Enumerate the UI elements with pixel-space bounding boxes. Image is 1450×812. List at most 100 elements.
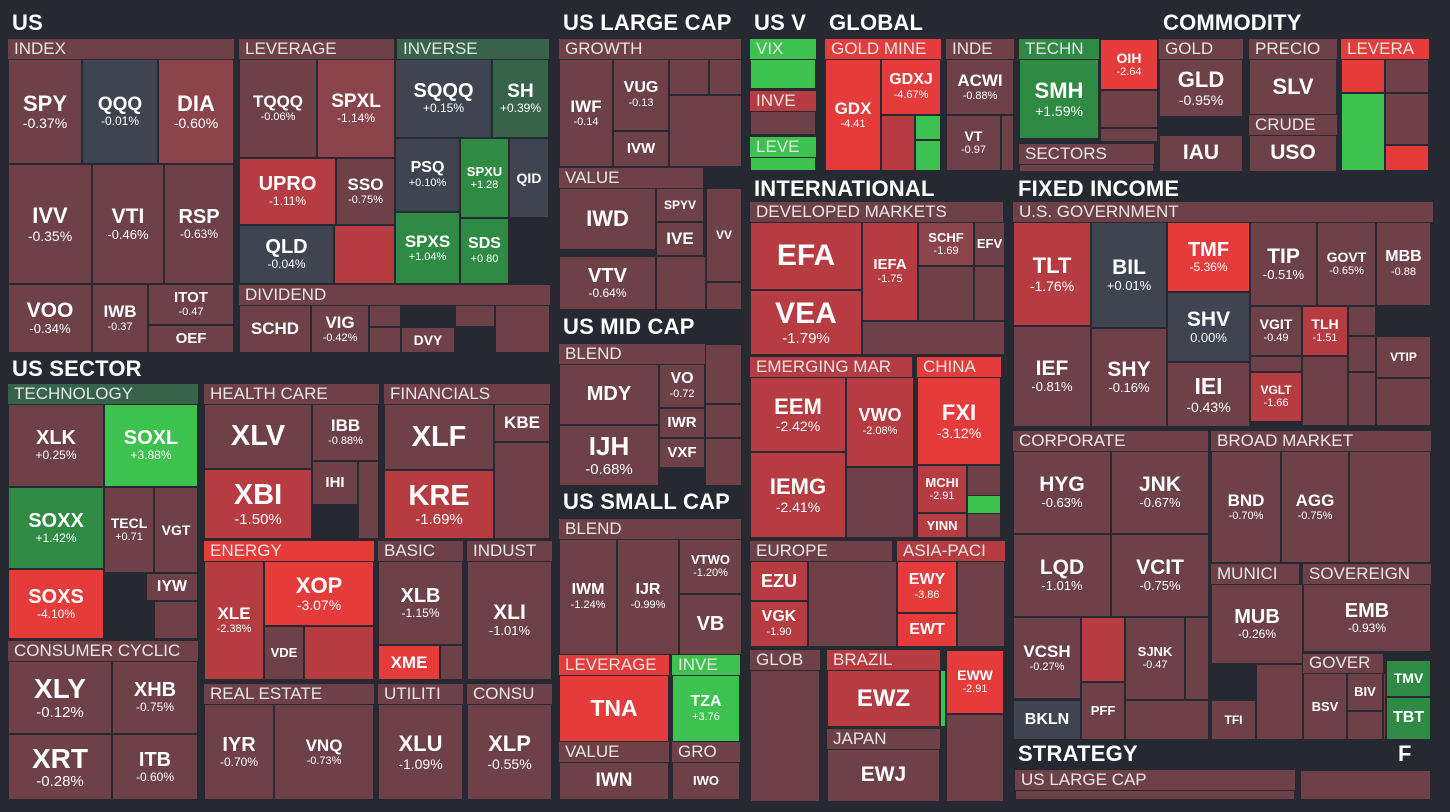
ticker-tile-vgt[interactable]: VGT [154, 487, 198, 573]
ticker-tile-sjnk[interactable]: SJNK -0.47 [1125, 617, 1185, 700]
minor-ticker-tile[interactable] [669, 95, 742, 167]
minor-ticker-tile[interactable] [1125, 700, 1209, 740]
ticker-tile-mbb[interactable]: MBB -0.88 [1376, 222, 1431, 306]
ticker-tile-kbe[interactable]: KBE [494, 404, 550, 442]
ticker-tile-uso[interactable]: USO [1249, 135, 1337, 172]
ticker-tile-tecl[interactable]: TECL +0.71 [104, 487, 154, 573]
minor-ticker-tile[interactable] [808, 561, 897, 647]
minor-ticker-tile[interactable] [494, 442, 550, 539]
ticker-tile-emb[interactable]: EMB -0.93% [1303, 584, 1431, 652]
ticker-tile-xlk[interactable]: XLK +0.25% [8, 404, 104, 487]
ticker-tile-tbt[interactable]: TBT [1386, 697, 1431, 740]
minor-ticker-tile[interactable] [1385, 59, 1429, 93]
minor-ticker-tile[interactable] [1385, 93, 1429, 145]
ticker-tile-slv[interactable]: SLV [1249, 59, 1337, 115]
ticker-tile-iwm[interactable]: IWM -1.24% [559, 539, 617, 655]
minor-ticker-tile[interactable] [1185, 617, 1209, 700]
minor-ticker-tile[interactable] [918, 266, 974, 321]
ticker-tile-sh[interactable]: SH +0.39% [492, 59, 549, 138]
ticker-tile-spy[interactable]: SPY -0.37% [8, 59, 82, 164]
ticker-tile-soxs[interactable]: SOXS -4.10% [8, 569, 104, 639]
minor-ticker-tile[interactable] [495, 305, 550, 353]
ticker-tile-jnk[interactable]: JNK -0.67% [1111, 451, 1209, 534]
ticker-tile-ezu[interactable]: EZU [750, 561, 808, 601]
minor-ticker-tile[interactable] [881, 115, 915, 171]
ticker-tile-bkln[interactable]: BKLN [1013, 700, 1081, 740]
ticker-tile-vo[interactable]: VO -0.72 [659, 364, 705, 408]
minor-ticker-tile[interactable] [1019, 164, 1154, 172]
ticker-tile-schd[interactable]: SCHD [239, 305, 311, 353]
minor-ticker-tile[interactable] [440, 645, 463, 680]
minor-ticker-tile[interactable] [706, 282, 742, 310]
minor-ticker-tile[interactable] [1376, 378, 1431, 426]
ticker-tile-vug[interactable]: VUG -0.13 [613, 59, 669, 131]
minor-ticker-tile[interactable] [1348, 372, 1376, 426]
ticker-tile-spxs[interactable]: SPXS +1.04% [395, 212, 460, 284]
minor-ticker-tile[interactable] [358, 461, 379, 539]
minor-ticker-tile[interactable] [1347, 711, 1383, 740]
minor-ticker-tile[interactable] [974, 266, 1005, 321]
ticker-tile-tmf[interactable]: TMF -5.36% [1167, 222, 1250, 292]
ticker-tile-iwd[interactable]: IWD [559, 188, 656, 250]
ticker-tile-vb[interactable]: VB [679, 594, 742, 655]
minor-ticker-tile[interactable] [846, 467, 914, 538]
ticker-tile-vgk[interactable]: VGK -1.90 [750, 601, 808, 647]
minor-ticker-tile[interactable] [1001, 115, 1014, 171]
ticker-tile-agg[interactable]: AGG -0.75% [1281, 451, 1349, 563]
ticker-tile-smh[interactable]: SMH +1.59% [1019, 59, 1099, 139]
ticker-tile-iyr[interactable]: IYR -0.70% [204, 704, 274, 800]
ticker-tile-efv[interactable]: EFV [974, 222, 1005, 266]
minor-ticker-tile[interactable] [334, 225, 395, 284]
minor-ticker-tile[interactable] [750, 111, 816, 135]
minor-ticker-tile[interactable] [656, 256, 706, 310]
ticker-tile-vt[interactable]: VT -0.97 [946, 115, 1001, 171]
ticker-tile-qid[interactable]: QID [509, 138, 549, 218]
ticker-tile-vnq[interactable]: VNQ -0.73% [274, 704, 374, 800]
ticker-tile-ewt[interactable]: EWT [897, 613, 957, 647]
ticker-tile-xlb[interactable]: XLB -1.15% [378, 561, 463, 645]
minor-ticker-tile[interactable] [304, 626, 374, 680]
ticker-tile-oih[interactable]: OIH -2.64 [1100, 39, 1158, 90]
ticker-tile-ewj[interactable]: EWJ [827, 749, 940, 802]
ticker-tile-soxx[interactable]: SOXX +1.42% [8, 487, 104, 569]
ticker-tile-dia[interactable]: DIA -0.60% [158, 59, 234, 164]
ticker-tile-vtwo[interactable]: VTWO -1.20% [679, 539, 742, 594]
ticker-tile-psq[interactable]: PSQ +0.10% [395, 138, 460, 212]
ticker-tile-yinn[interactable]: YINN [917, 513, 967, 538]
ticker-tile-vcsh[interactable]: VCSH -0.27% [1013, 617, 1081, 699]
ticker-tile-xrt[interactable]: XRT -0.28% [8, 734, 112, 800]
ticker-tile-xlp[interactable]: XLP -0.55% [467, 704, 552, 800]
ticker-tile-vig[interactable]: VIG -0.42% [311, 305, 369, 353]
ticker-tile-iwr[interactable]: IWR [659, 408, 705, 438]
ticker-tile-itb[interactable]: ITB -0.60% [112, 734, 198, 800]
ticker-tile-xle[interactable]: XLE -2.38% [204, 561, 264, 680]
minor-ticker-tile[interactable] [1250, 356, 1302, 372]
ticker-tile-sso[interactable]: SSO -0.75% [336, 158, 395, 225]
minor-ticker-tile[interactable] [455, 305, 495, 327]
ticker-tile-lqd[interactable]: LQD -1.01% [1013, 534, 1111, 617]
ticker-tile-vtv[interactable]: VTV -0.64% [559, 256, 656, 310]
ticker-tile-vgit[interactable]: VGIT -0.49 [1250, 306, 1302, 356]
ticker-tile-iyw[interactable]: IYW [146, 573, 198, 601]
ticker-tile-xhb[interactable]: XHB -0.75% [112, 661, 198, 734]
ticker-tile-iwn[interactable]: IWN [559, 762, 669, 800]
ticker-tile-gld[interactable]: GLD -0.95% [1159, 59, 1243, 117]
minor-ticker-tile[interactable] [1348, 336, 1376, 372]
ticker-tile-oef[interactable]: OEF [148, 325, 234, 353]
ticker-tile-xme[interactable]: XME [378, 645, 440, 680]
ticker-tile-tip[interactable]: TIP -0.51% [1250, 222, 1317, 306]
ticker-tile-xop[interactable]: XOP -3.07% [264, 561, 374, 626]
ticker-tile-xlf[interactable]: XLF [384, 404, 494, 470]
ticker-tile-gdx[interactable]: GDX -4.41 [825, 59, 881, 171]
ticker-tile-bsv[interactable]: BSV [1303, 673, 1347, 740]
ticker-tile-schf[interactable]: SCHF -1.69 [918, 222, 974, 266]
ticker-tile-pff[interactable]: PFF [1081, 682, 1125, 740]
ticker-tile-hyg[interactable]: HYG -0.63% [1013, 451, 1111, 534]
ticker-tile-biv[interactable]: BIV [1347, 673, 1383, 711]
ticker-tile-soxl[interactable]: SOXL +3.88% [104, 404, 198, 487]
ticker-tile-vea[interactable]: VEA -1.79% [750, 290, 862, 355]
ticker-tile-acwi[interactable]: ACWI -0.88% [946, 59, 1014, 115]
ticker-tile-mdy[interactable]: MDY [559, 364, 659, 425]
ticker-tile-kre[interactable]: KRE -1.69% [384, 470, 494, 539]
ticker-tile-upro[interactable]: UPRO -1.11% [239, 158, 336, 225]
